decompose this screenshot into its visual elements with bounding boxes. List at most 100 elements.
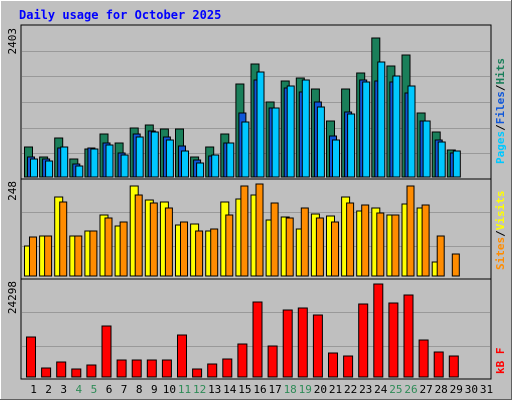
legend-hits: Hits: [494, 58, 507, 85]
panel2-sites-bar: [315, 217, 324, 277]
day-label: 23: [359, 383, 372, 396]
panel3-kbytes-bar: [252, 301, 263, 378]
panel1-pages-bar: [362, 81, 371, 178]
panel3-kbytes-bar: [26, 336, 36, 378]
panel2-sites-bar: [285, 217, 294, 277]
panel2-sites-bar: [406, 185, 415, 277]
day-label: 1: [30, 383, 37, 396]
day-label: 14: [223, 383, 237, 396]
panel1-pages-bar: [60, 146, 69, 178]
panel3-kbytes-bar: [161, 359, 172, 378]
panel3-kbytes-bar: [192, 368, 203, 378]
panel3-kbytes-bar: [101, 325, 112, 378]
panel3-kbytes-bar: [86, 364, 97, 378]
panel1-pages-bar: [392, 75, 401, 178]
legend-pages: Pages: [494, 131, 507, 164]
panel2-sites-bar: [119, 221, 128, 277]
panel2-sites-bar: [240, 185, 249, 277]
panel3-kbytes-bar: [343, 355, 354, 378]
panel2-sites-bar: [59, 201, 68, 277]
panel1-pages-bar: [407, 85, 416, 178]
day-label: 29: [450, 383, 463, 396]
day-label: 16: [253, 383, 266, 396]
panel2-sites-bar: [210, 228, 219, 277]
panel3-kbytes-bar: [177, 334, 187, 378]
chart-title: Daily usage for October 2025: [19, 8, 221, 22]
legend-panel2: Sites/Visits: [494, 191, 507, 271]
panel3-kbytes-bar: [237, 343, 248, 378]
day-label: 7: [121, 383, 128, 396]
panel3-kbytes-bar: [297, 307, 308, 378]
legend-kbytes: kB F: [494, 348, 507, 375]
day-label: 11: [178, 383, 191, 396]
panel3-kbytes-bar: [358, 303, 369, 378]
panel2-sites-bar: [74, 235, 83, 277]
panel2-sites-bar: [29, 236, 37, 277]
day-label: 5: [91, 383, 98, 396]
panel1-pages-bar: [377, 61, 386, 178]
day-label: 30: [465, 383, 478, 396]
panel1-pages-bar: [196, 162, 205, 178]
panel2-sites-bar: [331, 221, 339, 277]
legend-panel1: Pages/Files/Hits: [494, 58, 507, 164]
panel1-pages-bar: [30, 158, 38, 178]
panel1-pages-bar: [271, 107, 280, 178]
panel1-pages-bar: [211, 154, 220, 178]
day-label: 27: [419, 383, 432, 396]
panel2-sites-bar: [225, 214, 234, 277]
day-label: 31: [480, 383, 493, 396]
panel1-pages-bar: [422, 120, 431, 178]
panel1-pages-bar: [437, 141, 446, 178]
panel3-kbytes-bar: [312, 314, 323, 378]
panel2-sites-bar: [436, 235, 445, 277]
panel2-sites-bar: [391, 214, 400, 277]
panel1-pages-bar: [301, 79, 310, 178]
panel1-pages-bar: [286, 85, 295, 178]
panel1-pages-bar: [347, 113, 356, 178]
day-label: 25: [389, 383, 402, 396]
panel2-sites-bar: [44, 235, 53, 277]
panel1-pages-bar: [181, 150, 189, 178]
day-label: 15: [238, 383, 251, 396]
legend-visits: Visits: [494, 191, 507, 231]
panel2-sites-bar: [164, 207, 173, 277]
max-label-hits: 2403: [6, 28, 19, 55]
bars-group: [24, 37, 461, 378]
legend-files: Files: [494, 91, 507, 124]
panel3-kbytes-bar: [222, 358, 233, 378]
day-label: 26: [404, 383, 417, 396]
panel1-pages-bar: [105, 144, 114, 178]
panel1-pages-bar: [241, 121, 250, 178]
panel3-kbytes-bar: [282, 309, 293, 378]
day-label: 8: [136, 383, 143, 396]
day-label: 10: [163, 383, 176, 396]
day-label: 28: [435, 383, 448, 396]
panel1-pages-bar: [165, 139, 174, 178]
panel2-sites-bar: [451, 253, 460, 277]
panel3-kbytes-bar: [388, 302, 399, 378]
day-label: 20: [314, 383, 327, 396]
day-label: 21: [329, 383, 342, 396]
legend-sep-2: /: [494, 84, 507, 91]
panel3-kbytes-bar: [267, 345, 278, 378]
max-label-kbytes: 24298: [6, 281, 19, 314]
panel2-sites-bar: [195, 230, 204, 277]
panel2-sites-bar: [134, 194, 143, 277]
panel1-pages-bar: [120, 154, 129, 178]
panel2-sites-bar: [255, 183, 264, 277]
panel2-sites-bar: [376, 212, 385, 277]
panel1-pages-bar: [452, 150, 461, 178]
day-label: 22: [344, 383, 357, 396]
panel3-kbytes-bar: [448, 355, 459, 378]
day-label: 2: [45, 383, 52, 396]
panel1-pages-bar: [226, 142, 235, 178]
legend-sep-1: /: [494, 124, 507, 131]
panel2-sites-bar: [421, 204, 430, 277]
day-labels: 1 2 3 4 5 6 7 8 9 10 11 12 13 14 15 16 17 18 19 20 21 22 23 24 2…: [30, 383, 493, 396]
panel2-sites-bar: [346, 202, 355, 277]
legend-sep-3: /: [494, 230, 507, 237]
panel2-sites-bar: [89, 230, 98, 277]
day-label: 3: [60, 383, 67, 396]
day-label: 17: [268, 383, 281, 396]
